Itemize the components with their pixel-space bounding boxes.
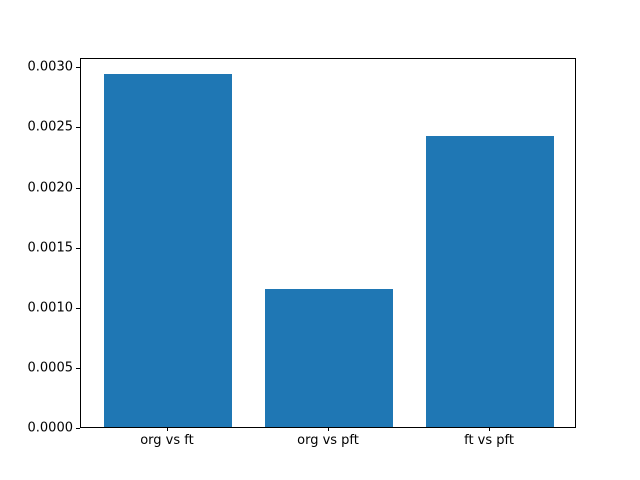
y-tick-mark: [76, 127, 80, 129]
y-tick-label: 0.0010: [27, 300, 74, 316]
y-tick-label: 0.0020: [27, 180, 74, 195]
y-tick-label: 0.0005: [27, 360, 74, 376]
x-tick-label: org vs pft: [297, 433, 359, 448]
bar-org-vs-pft: [264, 288, 394, 427]
y-tick-mark: [76, 247, 80, 249]
bar-org-vs-ft: [103, 74, 233, 427]
x-tick-mark: [328, 427, 329, 431]
y-tick-label: 0.0015: [27, 240, 74, 256]
y-tick-label: 0.0030: [27, 59, 74, 75]
y-tick-mark: [76, 187, 80, 189]
x-tick-mark: [489, 427, 491, 431]
x-tick-label: org vs ft: [140, 433, 194, 448]
y-tick-mark: [76, 367, 80, 369]
y-tick-mark: [76, 67, 80, 69]
y-tick-label: 0.0025: [27, 119, 74, 135]
bar-ft-vs-pft: [425, 136, 555, 427]
y-tick-label: 0.0000: [27, 420, 74, 436]
y-tick-mark: [76, 307, 80, 309]
plot-area: [80, 58, 576, 428]
x-tick-mark: [166, 427, 168, 431]
x-tick-label: ft vs pft: [464, 433, 514, 448]
y-tick-mark: [76, 428, 80, 429]
